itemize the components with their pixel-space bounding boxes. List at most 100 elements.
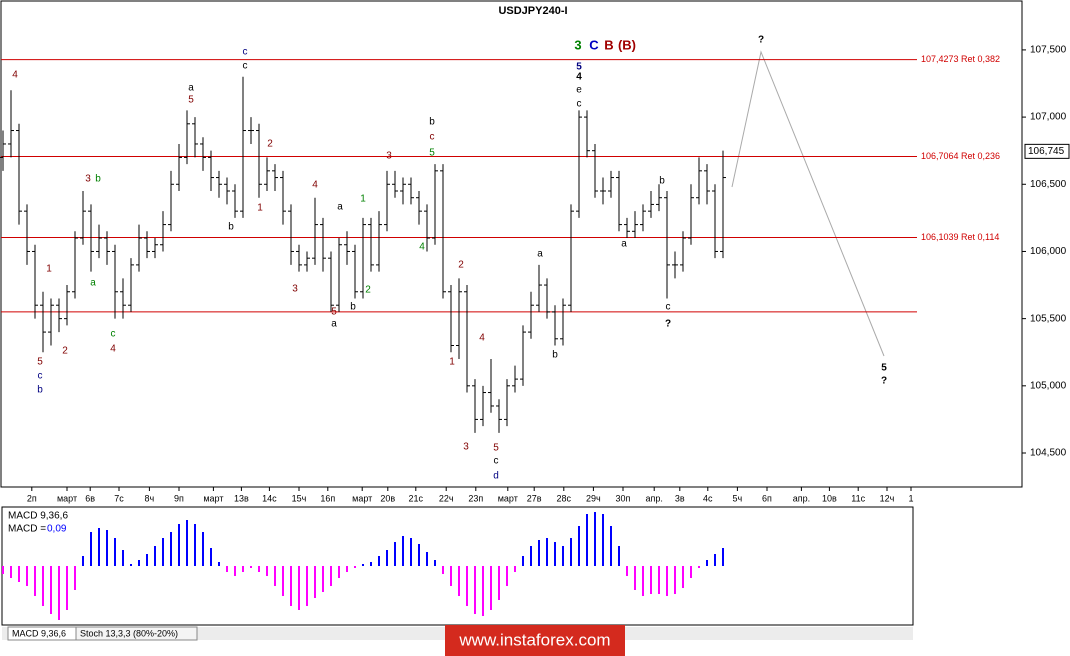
wave-label: 5 [188,95,194,106]
main-frame [0,0,1023,488]
wave-label: b [552,350,558,361]
wave-label: c [430,132,435,143]
tab-label[interactable]: MACD 9,36,6 [12,628,66,638]
wave-label: a [188,83,194,94]
wave-label: 2 [62,346,68,357]
wave-label: c [577,99,582,110]
wave-label: 3 [292,284,298,295]
wave-label: 1 [46,264,52,275]
watermark-box [445,625,625,656]
wave-label: 5 [881,363,887,374]
tab-label[interactable]: Stoch 13,3,3 (80%-20%) [80,628,178,638]
x-tick-label: 22ч [439,493,454,503]
wave-label: b [228,222,234,233]
wave-label: 4 [479,333,485,344]
x-tick-label: 23п [468,493,483,503]
tab[interactable] [75,626,198,641]
level-label: 106,1039 Ret 0,114 [921,232,999,242]
wave-label: 1 [449,357,455,368]
x-tick-label: 14с [262,493,277,503]
wave-label: c [494,456,499,467]
macd-current: 0,09 [47,524,67,535]
x-tick-label: 21с [409,493,424,503]
wave-label: d [493,471,499,482]
wave-label: 4 [419,242,425,253]
wave-label: C [589,37,599,52]
wave-label: 4 [576,72,582,83]
wave-label: a [90,278,96,289]
y-tick-label: 105,000 [1030,380,1067,391]
x-tick-label: 2п [27,493,37,503]
wave-label: 2 [267,139,273,150]
x-tick-label: 27в [527,493,542,503]
last-price-box [1024,143,1070,159]
wave-label: e [576,85,582,96]
wave-label: c [38,371,43,382]
y-tick-label: 107,500 [1030,45,1067,56]
wave-label: 4 [110,344,116,355]
x-tick-label: 8ч [145,493,155,503]
x-tick-label: 13в [234,493,249,503]
wave-label: 5 [429,148,435,159]
level-label: 106,7064 Ret 0,236 [921,151,1000,161]
y-tick-label: 107,000 [1030,112,1067,123]
x-tick-label: 5ч [733,493,743,503]
wave-label: 1 [360,194,366,205]
x-tick-label: март [203,493,223,503]
x-tick-label: 7с [114,493,124,503]
y-tick-label: 106,000 [1030,246,1067,257]
wave-label: 3 [463,442,469,453]
wave-label: 4 [312,180,318,191]
chart-title: USDJPY240-I [498,5,567,17]
wave-label: b [95,174,101,185]
x-tick-label: март [352,493,372,503]
wave-label: b [429,117,435,128]
x-tick-label: 9п [174,493,184,503]
last-price-label: 106,745 [1028,146,1065,157]
wave-label: ? [665,319,671,330]
wave-label: b [37,385,43,396]
wave-label: c [243,47,248,58]
wave-label: ? [881,376,887,387]
x-tick-label: 4с [703,493,713,503]
x-tick-label: 29ч [586,493,601,503]
x-tick-label: апр. [793,493,810,503]
x-tick-label: 6в [85,493,95,503]
macd-prefix: MACD = [8,524,46,535]
wave-label: 5 [576,62,582,73]
macd-title: MACD 9,36,6 [8,511,68,522]
x-tick-label: 20в [380,493,395,503]
wave-label: a [331,319,337,330]
watermark: www.instaforex.com [458,630,610,649]
y-tick-label: 104,500 [1030,448,1067,459]
x-tick-label: 10в [822,493,837,503]
wave-label: (B) [618,37,636,52]
x-tick-label: апр. [646,493,663,503]
x-tick-label: 11с [851,493,865,503]
x-tick-label: 6п [762,493,772,503]
wave-label: 5 [493,443,499,454]
wave-label: c [666,302,671,313]
wave-label: a [621,239,627,250]
wave-label: 5 [37,357,43,368]
x-tick-label: 16п [320,493,335,503]
wave-label: 3 [574,37,581,52]
x-tick-label: 30п [616,493,631,503]
wave-label: B [604,37,613,52]
forecast-path [731,50,885,357]
wave-label: c [243,61,248,72]
y-tick-label: 105,500 [1030,313,1067,324]
x-tick-label: март [57,493,77,503]
wave-label: 1 [257,203,263,214]
x-tick-label: 12ч [880,493,895,503]
wave-label: a [337,202,343,213]
wave-label: b [350,302,356,313]
x-tick-label: 15ч [292,493,307,503]
x-tick-label: март [498,493,518,503]
x-tick-label: 28с [557,493,572,503]
wave-label: 2 [458,260,464,271]
y-tick-label: 106,500 [1030,179,1067,190]
